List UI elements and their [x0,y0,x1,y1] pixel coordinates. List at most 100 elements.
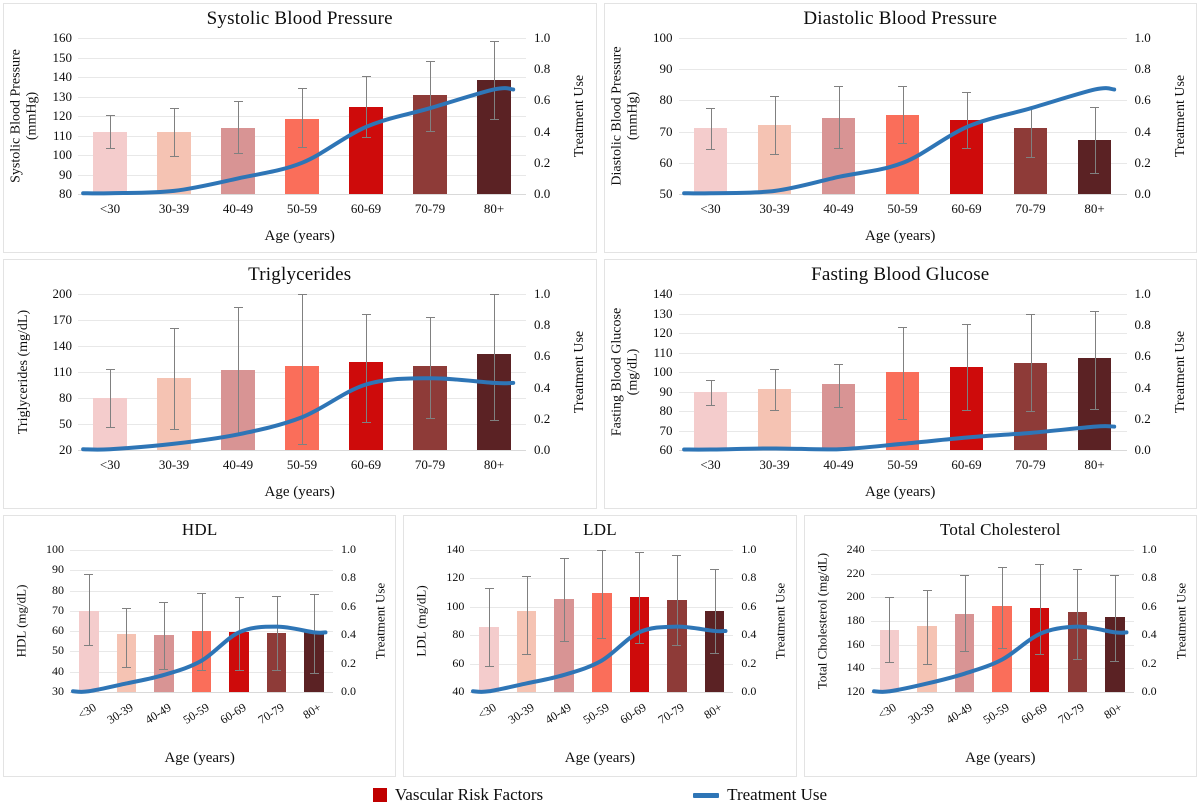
error-cap-upper [484,588,494,590]
treatment-use-line [681,86,1116,196]
error-cap-upper [997,566,1007,568]
error-cap-lower [962,409,971,411]
y2-tick-label: 0.0 [534,442,551,457]
y-tick-label: 60 [659,154,673,170]
x-tick-label: 60-69 [350,457,382,472]
plot-area: 40 60 80 100 120 140 0.0 0.2 0.4 0.6 0.8 1.0 <30 30-3… [446,543,756,727]
error-cap-upper [962,91,971,93]
error-bar [902,86,904,143]
error-bar [302,294,303,444]
line-swatch-icon [693,792,720,798]
bar [157,378,191,450]
panel-hdl: HDL 30 40 50 60 70 80 90 100 0.0 0.2 0.4 0.6 0.8 1.0 <3… [3,515,397,777]
y-tick-label: 180 [846,613,865,627]
error-cap-lower [159,668,169,670]
y-tick-label: 80 [659,403,673,418]
y-tick-label: 200 [846,589,865,604]
gridline [678,313,1127,315]
legend-item-treatment-use: Treatment Use [693,785,827,805]
error-cap-upper [634,552,644,554]
legend-item-vascular-risk-factors: Vascular Risk Factors [372,785,544,805]
error-cap-lower [770,410,779,412]
y-tick-label: 100 [446,598,465,613]
error-bar [774,369,776,411]
x-tick-label: 30-39 [759,457,790,472]
error-cap-lower [522,654,532,656]
y2-tick-label: 0.6 [1141,598,1157,613]
chart-title: LDL [583,520,617,539]
y-tick-label: 50 [59,416,72,431]
treatment-use-line [81,86,516,196]
y-tick-label: 60 [452,655,465,670]
y-tick-label: 130 [653,305,673,321]
error-cap-upper [962,323,971,325]
error-bar [1077,568,1079,659]
x-tick-label: <30 [99,457,121,472]
error-cap-upper [297,87,307,89]
x-tick-label: 60-69 [350,201,382,216]
error-cap-upper [361,313,371,315]
y2-tick-label: 0.6 [741,598,757,613]
error-bar [366,313,367,423]
error-bar [302,87,303,147]
treatment-use-line [871,624,1129,694]
y-tick-label: 20 [59,442,72,457]
y2-tick-label: 0.0 [1134,442,1151,457]
y2-tick-label: 0.6 [1134,348,1151,364]
y-axis-title: LDL (mg/dL) [414,585,430,657]
error-cap-lower [489,419,499,421]
y2-tick-label: 1.0 [534,30,551,45]
error-bar [1030,313,1032,412]
treatment-use-line [471,624,728,694]
error-cap-lower [297,443,307,445]
error-cap-upper [1090,310,1099,312]
x-tick-label: <30 [99,201,121,216]
error-cap-upper [960,575,970,577]
y2-tick-label: 0.4 [741,627,757,642]
y2-tick-label: 0.8 [1134,317,1151,333]
legend-label-vascular-risk-factors: Vascular Risk Factors [394,785,544,804]
panel-triglycerides: Triglycerides 20 50 80 110 140 170 200 0.0 0.2 0.4… [3,259,597,509]
error-cap-upper [884,597,894,599]
error-cap-lower [309,672,319,674]
error-bar [1039,564,1041,655]
x-tick-label: 30-39 [158,201,190,216]
x-tick-label: 70-79 [1015,457,1046,472]
error-cap-lower [898,142,907,144]
error-bar [966,91,968,149]
axis-baseline [470,692,734,693]
error-bar [526,575,528,655]
y-axis-title: Triglycerides (mg/dL) [16,309,32,435]
y2-tick-label: 1.0 [741,542,757,556]
error-bar [774,95,776,154]
panel-ldl: LDL 40 60 80 100 120 140 0.0 0.2 0.4 0.6 0.8 1.0 <30 3… [403,515,797,777]
y-tick-label: 140 [446,542,465,556]
error-cap-lower [297,146,307,148]
y2-tick-label: 1.0 [1134,286,1151,301]
error-cap-upper [489,294,499,295]
x-tick-label: 30-39 [759,201,790,216]
error-cap-lower [484,666,494,668]
error-bar [838,85,840,148]
error-cap-upper [272,596,282,598]
y2-tick-label: 0.2 [534,410,551,426]
y2-tick-label: 1.0 [1141,542,1157,556]
error-bar [238,307,239,435]
error-bar [1094,107,1096,173]
error-cap-lower [997,647,1007,649]
y-tick-label: 80 [452,627,465,642]
gridline [78,77,526,78]
chart-title: HDL [181,520,218,539]
error-bar [110,115,111,149]
error-cap-lower [559,641,569,643]
error-cap-upper [159,602,169,604]
error-cap-upper [84,574,94,576]
y-tick-label: 90 [59,166,72,182]
x-tick-label: 50-59 [286,457,318,472]
chart-row-2: Triglycerides 20 50 80 110 140 170 200 0.0 0.2 0.4… [3,259,1197,509]
y2-tick-label: 0.6 [1134,92,1151,108]
error-cap-upper [710,569,720,571]
error-bar [238,101,239,154]
y2-axis-title: Treatment Use [1172,330,1188,414]
y-axis-title: HDL (mg/dL) [13,584,29,658]
